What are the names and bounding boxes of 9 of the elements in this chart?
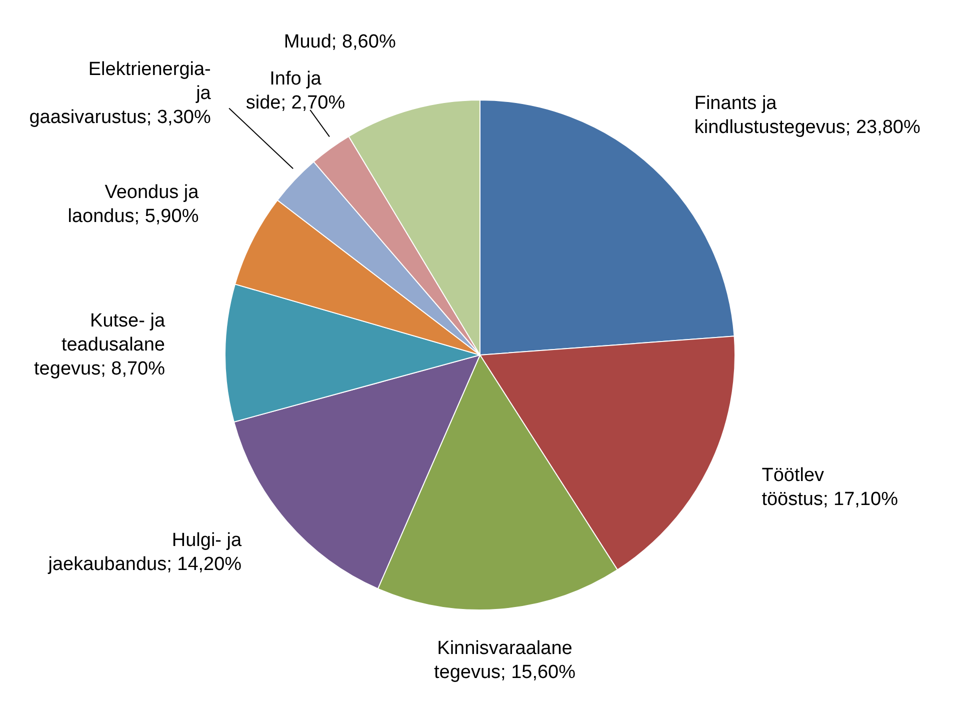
slice-label: Kinnisvaraalane tegevus; 15,60%	[434, 638, 576, 684]
slice-label: Finants ja kindlustustegevus; 23,80%	[694, 93, 920, 138]
slice-label: Veondus ja laondus; 5,90%	[68, 182, 200, 228]
slice-label: Muud; 8,60%	[284, 31, 396, 52]
slice-label: Elektrienergia- ja gaasivarustus; 3,30%	[29, 59, 212, 128]
slice-label: Kutse- ja teadusalane tegevus; 8,70%	[34, 310, 166, 380]
slice-label: Hulgi- ja jaekaubandus; 14,20%	[47, 530, 242, 575]
slice-label: Info ja side; 2,70%	[246, 68, 346, 114]
slice-label: Töötlev tööstus; 17,10%	[762, 464, 898, 510]
